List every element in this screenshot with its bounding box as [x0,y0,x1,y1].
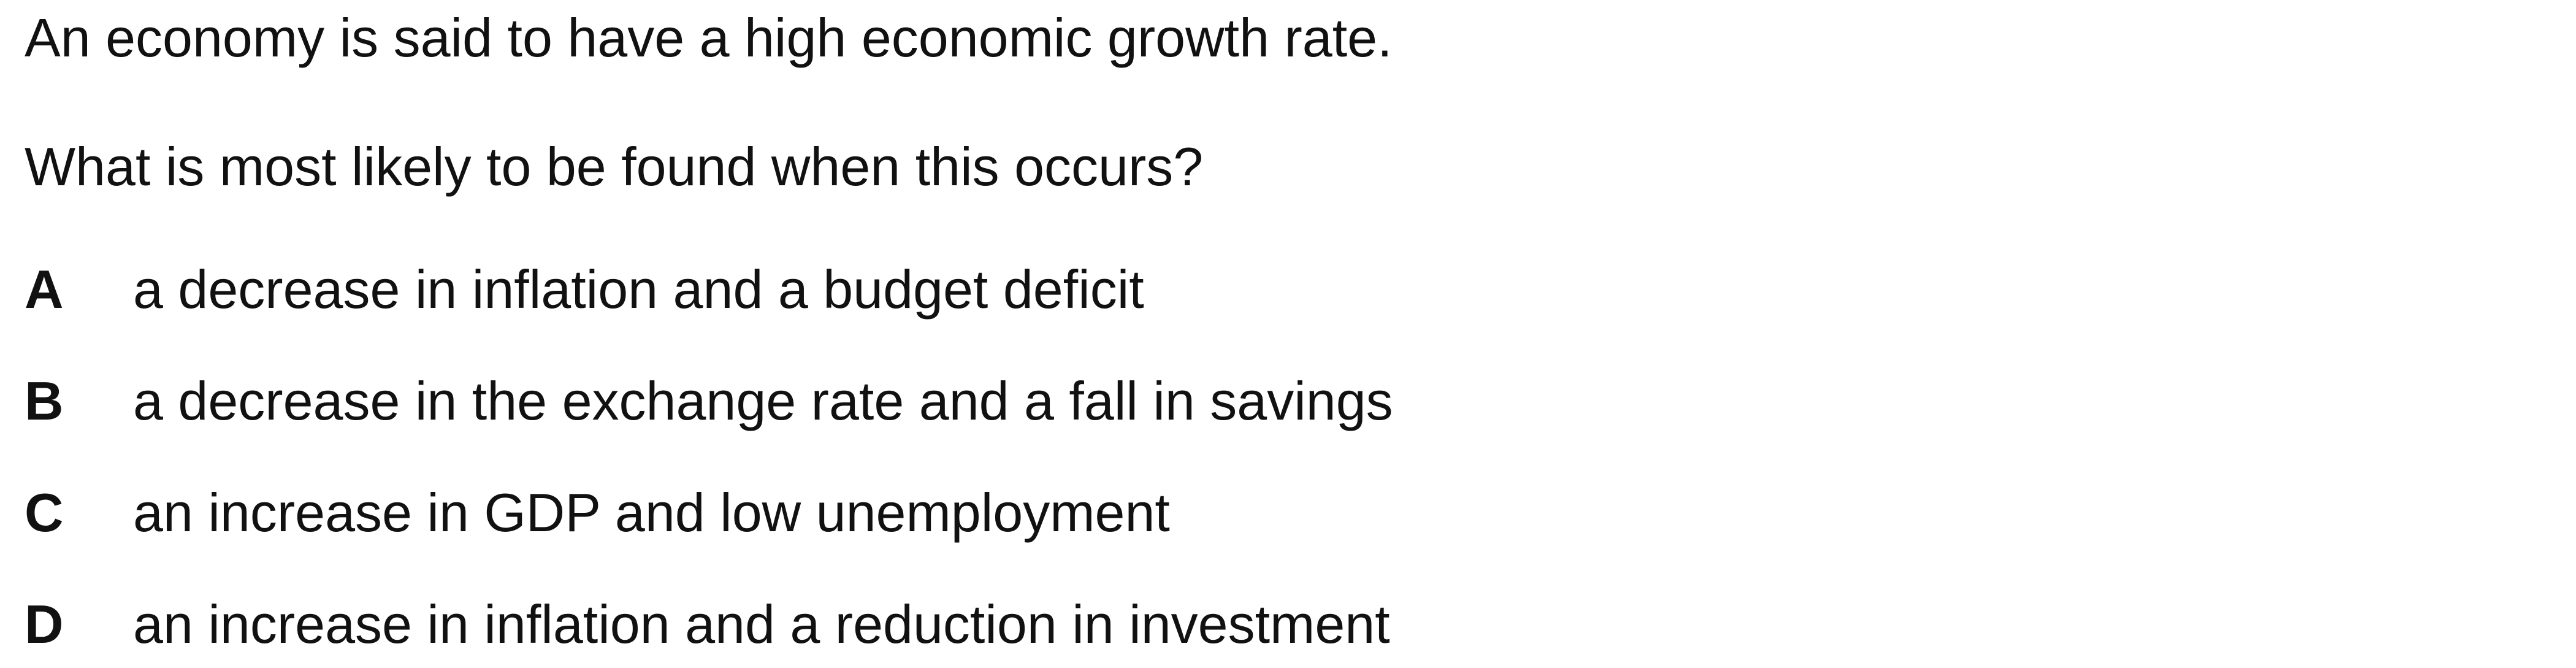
option-letter: D [25,594,64,655]
option-text: a decrease in the exchange rate and a fa… [133,370,1393,431]
question-stem: An economy is said to have a high econom… [25,7,1393,68]
option-text: an increase in GDP and low unemployment [133,482,1170,543]
question-prompt: What is most likely to be found when thi… [25,136,1204,197]
option-text: a decrease in inflation and a budget def… [133,259,1144,320]
option-letter: C [25,482,64,543]
option-letter: A [25,259,64,320]
option-text: an increase in inflation and a reduction… [133,594,1390,655]
option-letter: B [25,370,64,431]
